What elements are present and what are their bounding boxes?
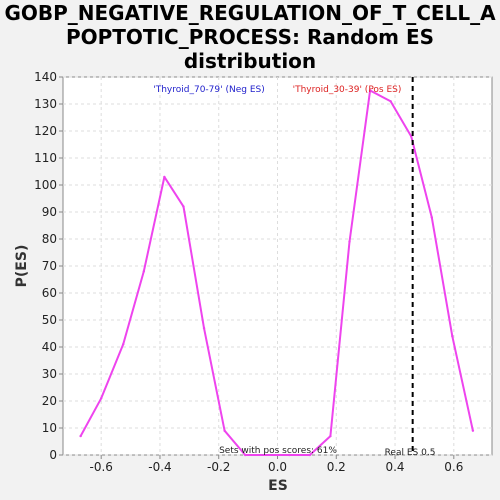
data-point bbox=[243, 453, 247, 457]
data-point bbox=[163, 175, 166, 179]
x-tick-label: -0.6 bbox=[89, 460, 112, 474]
y-tick-label: 50 bbox=[42, 313, 57, 327]
chart-title-line-3: distribution bbox=[184, 49, 316, 73]
y-axis-label: P(ES) bbox=[14, 245, 30, 288]
y-tick-label: 30 bbox=[42, 367, 57, 381]
data-point bbox=[471, 429, 475, 432]
data-point bbox=[348, 240, 351, 243]
y-tick-label: 70 bbox=[42, 259, 57, 273]
y-tick-label: 140 bbox=[34, 70, 57, 84]
grid bbox=[63, 76, 492, 456]
chart-title-line-2: POPTOTIC_PROCESS: Random ES bbox=[66, 25, 434, 49]
y-tick-label: 20 bbox=[42, 394, 57, 408]
data-point bbox=[223, 429, 226, 432]
y-tick-label: 40 bbox=[42, 340, 57, 354]
y-tick-label: 60 bbox=[42, 286, 57, 300]
y-tick-label: 90 bbox=[42, 205, 57, 219]
x-tick-label: 0.2 bbox=[327, 460, 346, 474]
data-point bbox=[99, 397, 103, 400]
y-tick-label: 110 bbox=[34, 151, 57, 165]
pos-scores-note: Sets with pos scores: 61% bbox=[219, 446, 337, 456]
y-tick-label: 80 bbox=[42, 232, 57, 246]
y-tick-label: 10 bbox=[42, 421, 57, 435]
x-tick-label: 0.4 bbox=[385, 460, 404, 474]
neg-es-label: 'Thyroid_70-79' (Neg ES) bbox=[153, 85, 264, 95]
x-axis-label: ES bbox=[268, 478, 288, 494]
data-point bbox=[202, 326, 206, 330]
x-tick-label: 0.6 bbox=[444, 460, 463, 474]
y-tick-label: 100 bbox=[34, 178, 57, 192]
data-point bbox=[368, 89, 372, 92]
y-tick-label: 130 bbox=[34, 97, 57, 111]
y-axis-ticks: 0 10 20 30 40 50 60 70 80 90 100 110 120 130 140 bbox=[34, 70, 63, 462]
pos-es-label: 'Thyroid_30-39' (Pos ES) bbox=[293, 85, 402, 95]
x-tick-label: 0.0 bbox=[268, 460, 287, 474]
data-point bbox=[389, 100, 392, 103]
data-point bbox=[451, 335, 454, 338]
data-point bbox=[182, 205, 185, 208]
data-point bbox=[308, 453, 312, 457]
data-point bbox=[430, 216, 433, 219]
y-tick-label: 0 bbox=[49, 448, 57, 462]
data-point bbox=[329, 434, 332, 438]
data-point bbox=[142, 270, 146, 273]
data-point bbox=[79, 434, 82, 438]
series-points bbox=[79, 89, 475, 457]
x-axis-ticks: -0.6 -0.4 -0.2 0.0 0.2 0.4 0.6 bbox=[89, 455, 463, 474]
x-tick-label: -0.4 bbox=[148, 460, 171, 474]
chart-title-line-1: GOBP_NEGATIVE_REGULATION_OF_T_CELL_A bbox=[4, 1, 496, 25]
real-es-label: Real ES 0.5 bbox=[385, 448, 436, 458]
data-point bbox=[288, 453, 291, 457]
data-point bbox=[122, 343, 125, 346]
x-tick-label: -0.2 bbox=[207, 460, 230, 474]
y-tick-label: 120 bbox=[34, 124, 57, 138]
